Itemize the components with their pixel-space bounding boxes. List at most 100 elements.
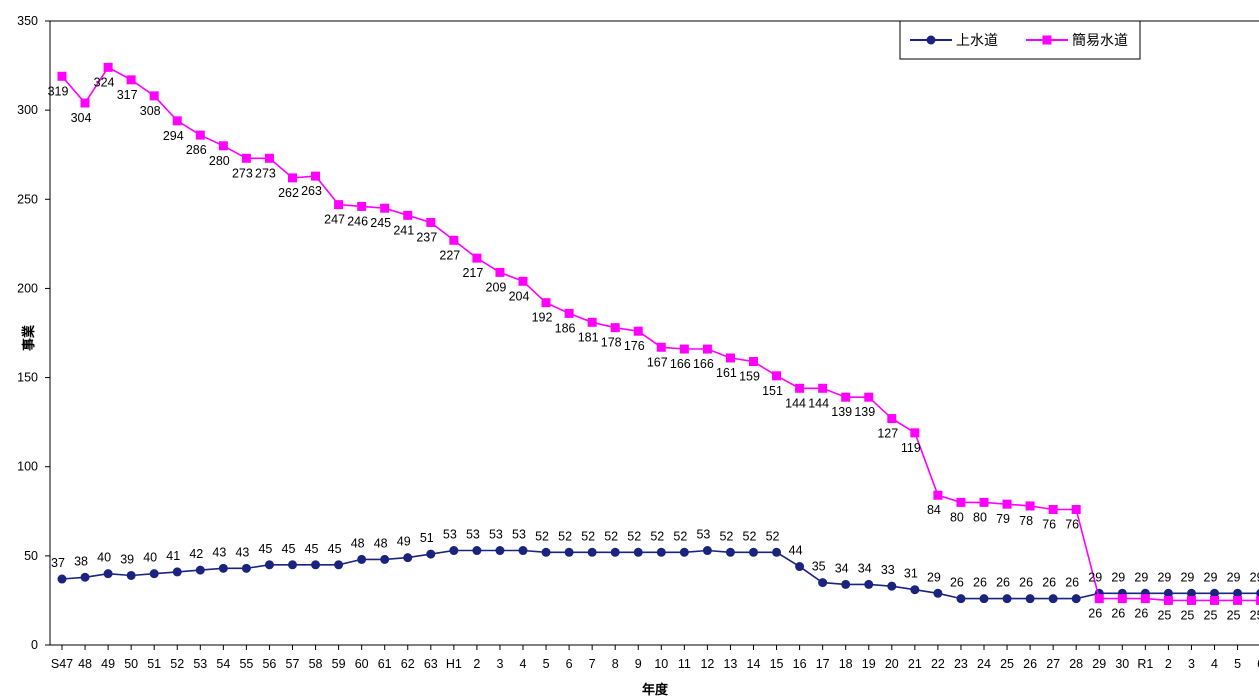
series-line-2 <box>61 66 1259 602</box>
data-point-series-2 <box>933 490 943 500</box>
data-label-series-1: 45 <box>282 542 296 556</box>
data-point-series-2 <box>1233 595 1243 605</box>
data-point-series-2 <box>380 203 390 213</box>
x-tick-label: 12 <box>700 657 714 671</box>
data-point-series-2 <box>311 171 321 181</box>
data-point-series-1 <box>126 570 136 580</box>
data-point-series-1 <box>57 574 67 584</box>
x-tick-label: 22 <box>931 657 945 671</box>
x-tick-label: 3 <box>1188 657 1195 671</box>
x-tick-label: 6 <box>566 657 573 671</box>
data-label-series-1: 29 <box>1157 570 1171 584</box>
x-tick-label: 58 <box>309 657 323 671</box>
data-point-series-2 <box>979 497 989 507</box>
data-point-series-1 <box>449 546 459 556</box>
data-label-series-1: 29 <box>1204 570 1218 584</box>
x-tick-label: 7 <box>589 657 596 671</box>
data-label-series-1: 44 <box>789 544 803 558</box>
legend-label-series-1: 上水道 <box>956 33 998 49</box>
data-point-series-1 <box>933 588 943 598</box>
data-point-series-2 <box>1025 501 1035 511</box>
x-tick-label: 25 <box>1000 657 1014 671</box>
data-label-series-2: 76 <box>1065 518 1079 532</box>
data-point-series-1 <box>334 560 344 570</box>
data-point-series-1 <box>1256 589 1259 598</box>
data-point-series-2 <box>1117 594 1127 604</box>
data-point-series-1 <box>979 594 989 604</box>
data-point-series-1 <box>1048 594 1058 604</box>
data-point-series-2 <box>541 298 551 308</box>
data-point-series-2 <box>864 392 874 402</box>
data-label-series-2: 25 <box>1157 608 1171 622</box>
y-tick-label: 150 <box>17 371 38 385</box>
x-tick-label: 52 <box>170 657 184 671</box>
x-tick-label: 27 <box>1046 657 1060 671</box>
data-label-series-1: 26 <box>1042 576 1056 590</box>
data-label-series-2: 241 <box>393 223 414 237</box>
data-point-series-2 <box>126 75 136 85</box>
data-label-series-2: 178 <box>601 336 622 350</box>
x-tick-label: 60 <box>355 657 369 671</box>
data-label-series-2: 25 <box>1204 608 1218 622</box>
data-point-series-2 <box>426 217 436 227</box>
data-point-series-2 <box>495 267 505 277</box>
x-tick-label: 17 <box>816 657 830 671</box>
data-point-series-1 <box>403 553 413 563</box>
x-tick-label: 28 <box>1069 657 1083 671</box>
data-label-series-2: 151 <box>762 384 783 398</box>
data-point-series-1 <box>1071 594 1081 604</box>
data-point-series-1 <box>288 560 297 570</box>
data-label-series-2: 186 <box>555 321 576 335</box>
x-tick-label: 63 <box>424 657 438 671</box>
data-label-series-1: 53 <box>512 528 526 542</box>
data-label-series-1: 53 <box>466 528 480 542</box>
data-point-series-2 <box>172 116 182 126</box>
x-tick-label: 2 <box>1165 657 1172 671</box>
data-label-series-2: 262 <box>278 186 299 200</box>
data-label-series-2: 181 <box>578 330 599 344</box>
data-label-series-1: 52 <box>627 529 641 543</box>
data-point-series-2 <box>357 201 367 211</box>
data-label-series-1: 35 <box>812 560 826 574</box>
x-tick-label: 18 <box>839 657 853 671</box>
data-point-series-2 <box>795 383 805 393</box>
data-label-series-1: 43 <box>235 545 249 559</box>
data-point-series-1 <box>910 585 920 595</box>
data-label-series-1: 40 <box>97 551 111 565</box>
data-point-series-2 <box>887 414 897 424</box>
data-point-series-2 <box>956 497 966 507</box>
data-point-series-2 <box>1186 595 1196 605</box>
data-label-series-2: 159 <box>739 370 760 384</box>
data-point-series-1 <box>610 547 620 557</box>
data-label-series-1: 42 <box>189 547 203 561</box>
y-tick-label: 50 <box>24 549 38 563</box>
data-label-series-2: 25 <box>1250 608 1259 622</box>
x-tick-label: 59 <box>332 657 346 671</box>
data-label-series-1: 29 <box>1227 570 1241 584</box>
data-point-series-1 <box>1210 588 1219 598</box>
data-point-series-1 <box>149 569 159 579</box>
data-point-series-1 <box>772 547 782 557</box>
data-point-series-1 <box>656 547 666 557</box>
data-label-series-1: 33 <box>881 563 895 577</box>
data-label-series-2: 192 <box>532 311 553 325</box>
data-point-series-2 <box>910 428 920 438</box>
x-tick-label: 2 <box>473 657 480 671</box>
data-label-series-1: 48 <box>374 536 388 550</box>
data-label-series-2: 280 <box>209 154 230 168</box>
x-tick-label: 49 <box>101 657 115 671</box>
data-point-series-1 <box>633 547 643 557</box>
x-tick-label: 50 <box>124 657 138 671</box>
x-tick-label: 11 <box>678 657 691 671</box>
x-tick-label: 53 <box>193 657 207 671</box>
x-tick-label: 29 <box>1092 657 1106 671</box>
data-label-series-2: 166 <box>670 357 691 371</box>
data-label-series-1: 49 <box>397 535 411 549</box>
data-point-series-2 <box>702 344 712 354</box>
data-point-series-1 <box>841 579 851 589</box>
data-label-series-2: 139 <box>854 405 875 419</box>
data-point-series-1 <box>956 594 966 604</box>
data-label-series-2: 139 <box>831 405 852 419</box>
data-point-series-1 <box>195 565 205 575</box>
